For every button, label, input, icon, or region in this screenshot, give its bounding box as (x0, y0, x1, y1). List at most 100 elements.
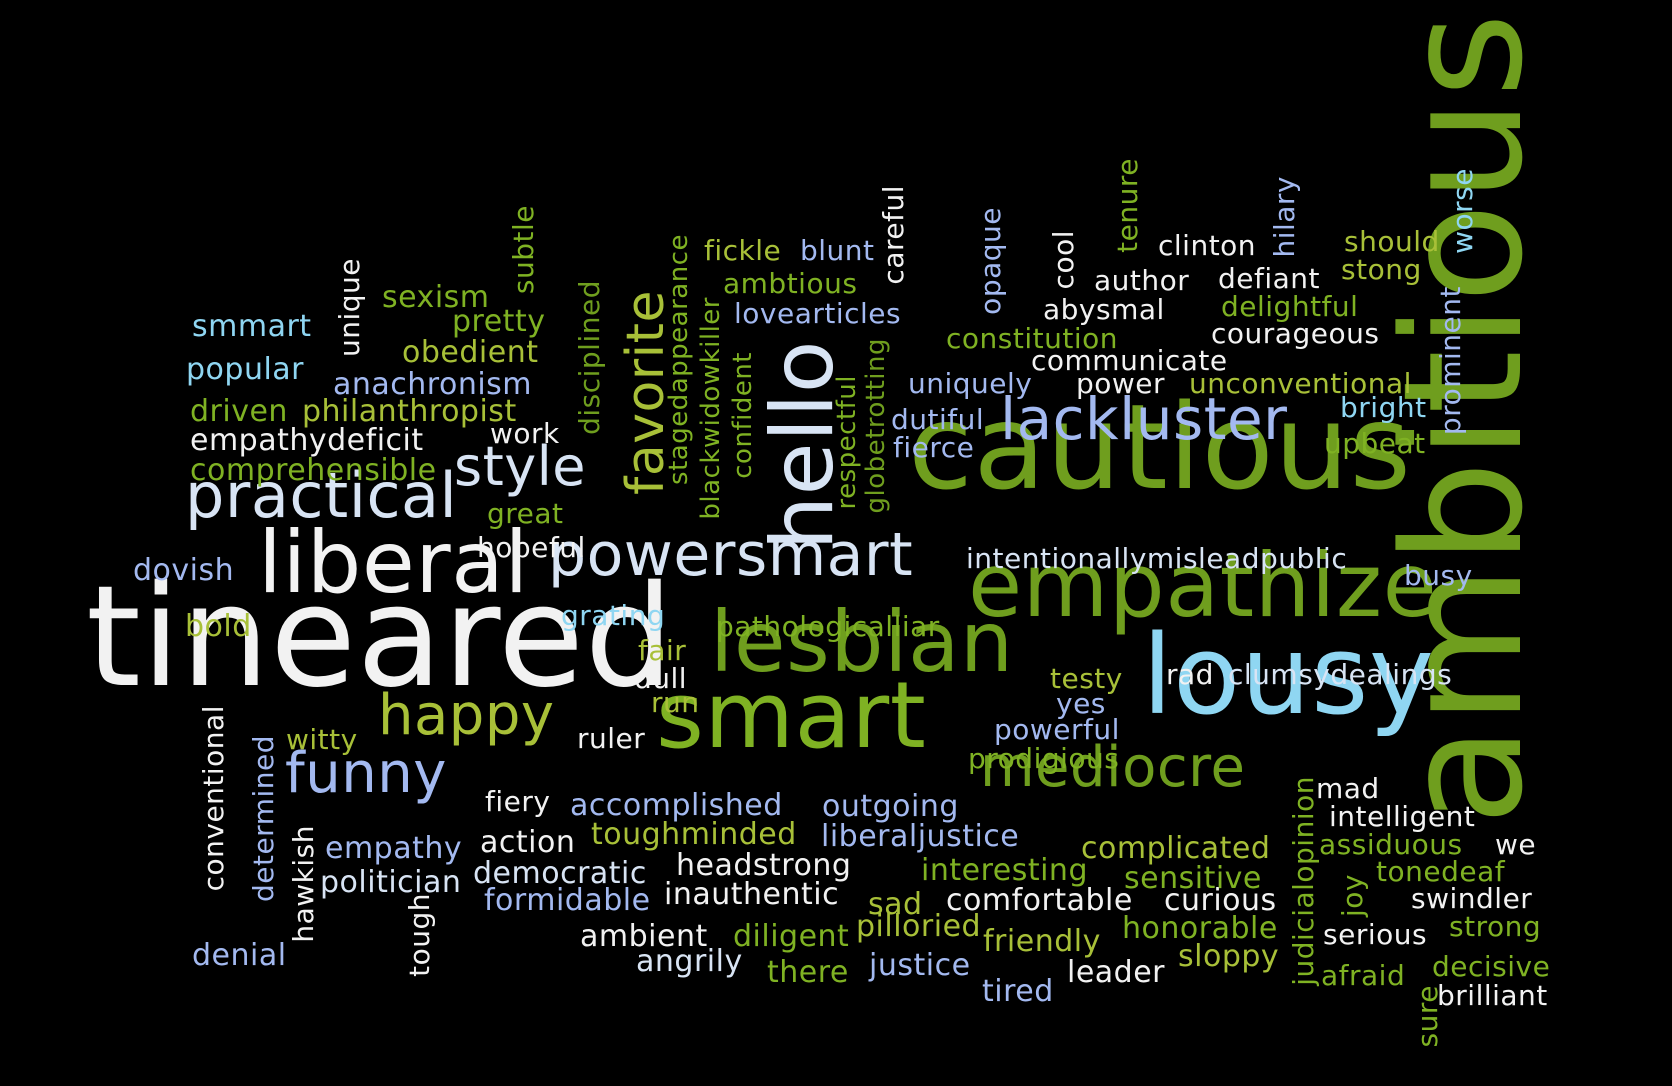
word-powerful: powerful (994, 713, 1120, 746)
word-tenure: tenure (1111, 158, 1144, 253)
word-headstrong: headstrong (676, 848, 852, 883)
word-grating: grating (561, 599, 666, 632)
word-there: there (767, 955, 849, 990)
word-careful: careful (877, 185, 910, 285)
word-happy: happy (378, 683, 555, 748)
word-power: power (1076, 367, 1166, 400)
word-lesbian: lesbian (710, 593, 1014, 691)
word-uniquely: uniquely (908, 367, 1033, 400)
word-cautious: cautious (908, 378, 1412, 516)
word-hilary: hilary (1268, 176, 1301, 258)
word-anachronism: anachronism (333, 367, 533, 402)
word-ambtious: ambtious (723, 267, 858, 300)
word-liberal: liberal (258, 513, 529, 613)
word-respectful: respectful (832, 375, 862, 510)
word-joy: joy (1336, 874, 1369, 917)
word-lousy: lousy (1142, 611, 1435, 739)
word-empathydeficit: empathydeficit (190, 423, 424, 458)
word-lackluster: lackluster (1000, 385, 1288, 453)
word-afraid: afraid (1321, 959, 1406, 992)
word-powersmart: powersmart (548, 520, 914, 590)
word-great: great (487, 497, 564, 530)
word-angrily: angrily (636, 944, 743, 979)
word-communicate: communicate (1031, 344, 1228, 377)
word-dovish: dovish (133, 553, 235, 588)
word-lovearticles: lovearticles (734, 297, 902, 330)
word-sensitive: sensitive (1124, 861, 1262, 896)
word-dull: dull (634, 662, 688, 695)
word-accomplished: accomplished (570, 788, 783, 823)
word-dutiful: dutiful (891, 403, 985, 436)
word-comprehensible: comprehensible (190, 453, 437, 488)
word-action: action (480, 825, 576, 860)
word-unique: unique (333, 258, 366, 358)
word-toughminded: toughminded (591, 817, 797, 852)
word-fickle: fickle (704, 234, 782, 267)
word-denial: denial (192, 938, 287, 973)
word-upbeat: upbeat (1324, 427, 1426, 460)
word-delightful: delightful (1221, 290, 1359, 323)
word-empathize: empathize (968, 534, 1438, 637)
word-swindler: swindler (1411, 882, 1533, 915)
word-clumsydealings: clumsydealings (1228, 658, 1453, 691)
word-globetrotting: globetrotting (861, 338, 891, 514)
word-ambient: ambient (580, 919, 708, 954)
word-practical: practical (185, 459, 458, 532)
word-worse: worse (1446, 168, 1479, 254)
word-blackwidowkiller: blackwidowkiller (696, 297, 726, 520)
word-complicated: complicated (1081, 831, 1271, 866)
word-curious: curious (1164, 883, 1277, 918)
word-philanthropist: philanthropist (302, 394, 517, 429)
word-run: run (651, 686, 700, 719)
word-busy: busy (1404, 559, 1473, 592)
word-tired: tired (982, 974, 1054, 1009)
word-pretty: pretty (452, 304, 546, 339)
word-blunt: blunt (800, 234, 875, 267)
word-assiduous: assiduous (1319, 828, 1463, 861)
word-sad: sad (868, 887, 923, 922)
word-fiery: fiery (485, 785, 551, 818)
word-justice: justice (869, 948, 971, 983)
word-empathy: empathy (325, 831, 463, 866)
word-author: author (1094, 264, 1190, 297)
word-style: style (454, 435, 586, 498)
word-fierce: fierce (893, 431, 975, 464)
word-stagedappearance: stagedappearance (664, 234, 694, 485)
word-serious: serious (1323, 918, 1428, 951)
word-outgoing: outgoing (822, 789, 959, 824)
word-tonedeaf: tonedeaf (1376, 855, 1506, 888)
word-brilliant: brilliant (1437, 979, 1548, 1012)
word-friendly: friendly (983, 924, 1101, 959)
word-disciplined: disciplined (573, 280, 606, 435)
word-tineared: tineared (86, 556, 674, 719)
word-sloppy: sloppy (1178, 939, 1280, 974)
word-we: we (1495, 828, 1537, 861)
word-abysmal: abysmal (1043, 293, 1165, 326)
word-popular: popular (186, 352, 305, 387)
word-mediocre: mediocre (980, 735, 1246, 800)
word-sexism: sexism (382, 280, 490, 315)
word-opaque: opaque (974, 207, 1007, 315)
word-smmart: smmart (192, 309, 312, 344)
word-subtle: subtle (507, 205, 540, 295)
word-work: work (490, 417, 560, 450)
word-hawkish: hawkish (287, 825, 320, 943)
word-diligent: diligent (733, 919, 850, 954)
word-decisive: decisive (1432, 950, 1551, 983)
word-sure: sure (1411, 985, 1444, 1048)
word-constitution: constitution (946, 322, 1118, 355)
word-ruler: ruler (577, 722, 646, 755)
word-prodigious: prodigious (968, 742, 1120, 775)
word-obedient: obedient (402, 335, 539, 370)
word-testy: testy (1050, 662, 1123, 695)
word-honorable: honorable (1122, 911, 1278, 946)
word-inauthentic: inauthentic (664, 877, 840, 912)
word-unconventional: unconventional (1189, 367, 1412, 400)
word-clinton: clinton (1158, 229, 1257, 262)
word-liberaljustice: liberaljustice (821, 819, 1020, 854)
word-courageous: courageous (1211, 317, 1380, 350)
word-conventional: conventional (197, 705, 230, 892)
word-leader: leader (1067, 955, 1166, 990)
word-yes: yes (1056, 687, 1106, 720)
